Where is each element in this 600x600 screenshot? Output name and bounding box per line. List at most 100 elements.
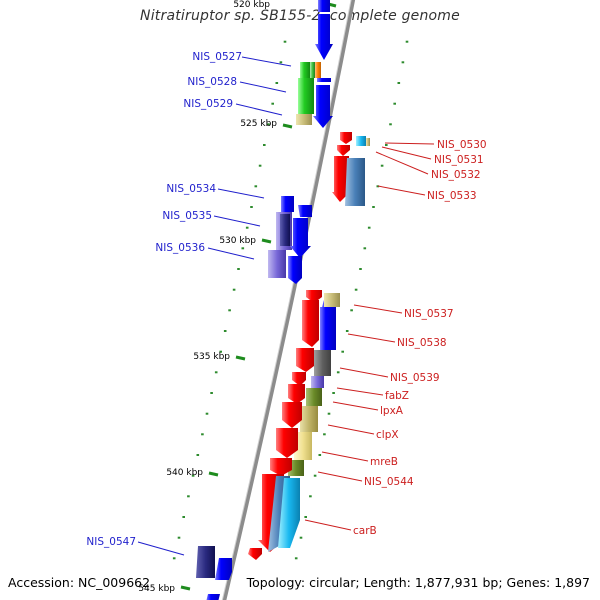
gene-nis0527b — [310, 62, 315, 78]
label-fabZ[interactable]: fabZ — [385, 390, 409, 402]
label-nis0539[interactable]: NIS_0539 — [390, 372, 440, 384]
guide-dot — [237, 268, 240, 270]
gene-nis0536-blue — [288, 256, 302, 284]
gene-nis0530b — [356, 136, 366, 146]
guide-dot — [359, 268, 362, 270]
guide-dot — [245, 226, 249, 229]
guide-dot — [313, 474, 317, 477]
guide-dot — [350, 309, 353, 312]
guide-dot — [336, 371, 340, 374]
label-nis0530[interactable]: NIS_0530 — [437, 139, 487, 151]
label-nis0529[interactable]: NIS_0529 — [183, 98, 233, 110]
scale-label-540: 540 kbp — [166, 468, 203, 478]
gene-top-blue-c — [313, 85, 333, 128]
guide-dot — [405, 40, 409, 43]
gene-fabZ-red — [292, 372, 306, 386]
guide-dot — [401, 61, 405, 64]
genome-backbone-highlight — [221, 0, 352, 600]
tick-540 — [208, 471, 219, 477]
gene-nis0539-gray — [314, 350, 331, 376]
guide-dot — [267, 123, 270, 126]
guide-dot — [363, 247, 367, 250]
gene-nis0538-red — [302, 300, 319, 347]
guide-dot — [380, 164, 384, 167]
gene-fabZ — [306, 388, 322, 406]
guide-dot — [279, 61, 283, 64]
label-nis0533[interactable]: NIS_0533 — [427, 190, 477, 202]
gene-clpX-red — [282, 402, 302, 428]
guide-dot — [341, 350, 344, 353]
label-nis0544[interactable]: NIS_0544 — [364, 476, 414, 488]
label-nis0536[interactable]: NIS_0536 — [155, 242, 205, 254]
gene-arrow-top-a — [318, 0, 330, 12]
guide-dot — [214, 371, 218, 374]
label-nis0534[interactable]: NIS_0534 — [166, 183, 216, 195]
guide-dot — [309, 495, 312, 498]
guide-dot — [389, 123, 392, 126]
label-clpX[interactable]: clpX — [376, 429, 399, 441]
forward-labels: NIS_0527 NIS_0528 NIS_0529 NIS_0534 NIS_… — [86, 51, 242, 548]
guide-dot — [228, 309, 231, 312]
gene-lpxA — [300, 406, 318, 432]
gene-lpxA-red — [288, 384, 305, 404]
gene-nis0547-blue — [215, 558, 232, 580]
guide-dot — [327, 412, 331, 415]
label-nis0547[interactable]: NIS_0547 — [86, 536, 136, 548]
label-nis0531[interactable]: NIS_0531 — [434, 154, 484, 166]
gene-nis0532 — [332, 156, 350, 202]
label-nis0537[interactable]: NIS_0537 — [404, 308, 454, 320]
scale-label-530: 530 kbp — [219, 236, 256, 246]
guide-dot — [304, 516, 307, 518]
guide-dot — [271, 102, 274, 105]
guide-dot — [191, 474, 195, 477]
label-nis0532[interactable]: NIS_0532 — [431, 169, 481, 181]
label-carB[interactable]: carB — [353, 525, 377, 537]
gene-nis0534 — [281, 196, 294, 212]
guide-dot — [254, 185, 258, 188]
label-nis0527[interactable]: NIS_0527 — [192, 51, 242, 63]
gene-nis0528 — [300, 62, 310, 78]
guide-dot — [345, 330, 349, 332]
label-lpxA[interactable]: lpxA — [380, 405, 404, 417]
guide-dot — [283, 40, 287, 43]
scale-label-545: 545 kbp — [138, 584, 175, 594]
forward-genes — [196, 0, 336, 600]
gene-nis0537-red — [306, 290, 322, 303]
guide-dot — [241, 247, 245, 250]
gene-nis0533 — [345, 158, 365, 206]
guide-dot — [354, 288, 358, 291]
gene-middle-blue — [290, 218, 311, 258]
guide-dot — [172, 557, 176, 560]
gene-nis0528-b — [298, 78, 314, 114]
label-leaders — [137, 56, 435, 556]
label-mreB[interactable]: mreB — [370, 456, 398, 468]
guide-dot — [372, 206, 375, 208]
guide-dot — [397, 82, 401, 84]
gene-clpX — [294, 432, 312, 460]
gene-bottom-tip — [206, 594, 220, 600]
gene-carB-tip — [248, 548, 262, 560]
guide-dot — [223, 330, 227, 332]
guide-dots — [172, 40, 409, 560]
gene-top-blue-d — [317, 78, 331, 82]
reverse-labels: NIS_0530 NIS_0531 NIS_0532 NIS_0533 NIS_… — [353, 139, 487, 537]
gene-nis0539-red — [296, 348, 314, 372]
tick-525 — [282, 123, 293, 129]
genome-backbone — [222, 0, 356, 600]
guide-dot — [299, 536, 303, 539]
guide-dot — [232, 288, 236, 291]
guide-dot — [187, 495, 190, 498]
guide-dot — [196, 454, 200, 456]
gene-mreB-red — [276, 428, 298, 458]
guide-dot — [323, 433, 326, 436]
label-nis0528[interactable]: NIS_0528 — [187, 76, 237, 88]
guide-dot — [367, 226, 371, 229]
label-nis0535[interactable]: NIS_0535 — [162, 210, 212, 222]
guide-dot — [393, 102, 396, 105]
guide-dot — [219, 350, 222, 353]
label-nis0538[interactable]: NIS_0538 — [397, 337, 447, 349]
map-title: Nitratiruptor sp. SB155-2, complete geno… — [140, 8, 460, 24]
gene-nis0547 — [196, 546, 215, 578]
guide-dot — [205, 412, 209, 415]
